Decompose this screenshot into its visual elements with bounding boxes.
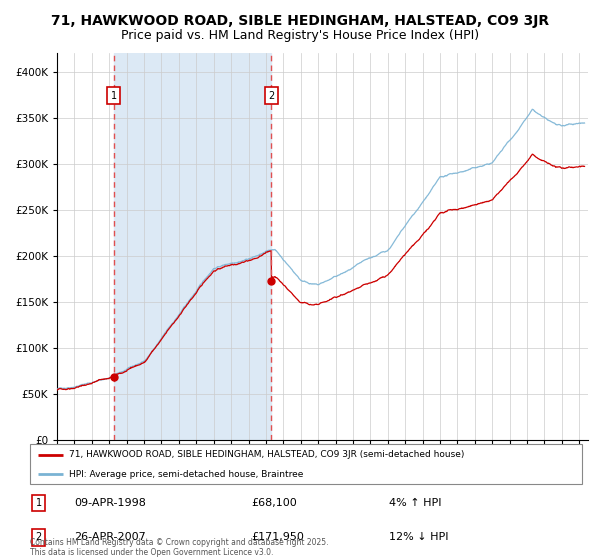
Text: 71, HAWKWOOD ROAD, SIBLE HEDINGHAM, HALSTEAD, CO9 3JR (semi-detached house): 71, HAWKWOOD ROAD, SIBLE HEDINGHAM, HALS… xyxy=(68,450,464,459)
Text: 1: 1 xyxy=(111,91,117,101)
Text: 71, HAWKWOOD ROAD, SIBLE HEDINGHAM, HALSTEAD, CO9 3JR: 71, HAWKWOOD ROAD, SIBLE HEDINGHAM, HALS… xyxy=(51,14,549,28)
Text: 12% ↓ HPI: 12% ↓ HPI xyxy=(389,533,448,543)
Text: 26-APR-2007: 26-APR-2007 xyxy=(74,533,146,543)
Text: Price paid vs. HM Land Registry's House Price Index (HPI): Price paid vs. HM Land Registry's House … xyxy=(121,29,479,42)
Text: 09-APR-1998: 09-APR-1998 xyxy=(74,498,146,508)
Text: HPI: Average price, semi-detached house, Braintree: HPI: Average price, semi-detached house,… xyxy=(68,470,303,479)
Text: 4% ↑ HPI: 4% ↑ HPI xyxy=(389,498,442,508)
FancyBboxPatch shape xyxy=(30,444,582,484)
Text: 1: 1 xyxy=(35,498,41,508)
Text: £68,100: £68,100 xyxy=(251,498,296,508)
Text: 2: 2 xyxy=(35,533,42,543)
Bar xyxy=(114,53,271,440)
Text: 2: 2 xyxy=(268,91,275,101)
Text: £171,950: £171,950 xyxy=(251,533,304,543)
Text: Contains HM Land Registry data © Crown copyright and database right 2025.
This d: Contains HM Land Registry data © Crown c… xyxy=(30,538,329,557)
